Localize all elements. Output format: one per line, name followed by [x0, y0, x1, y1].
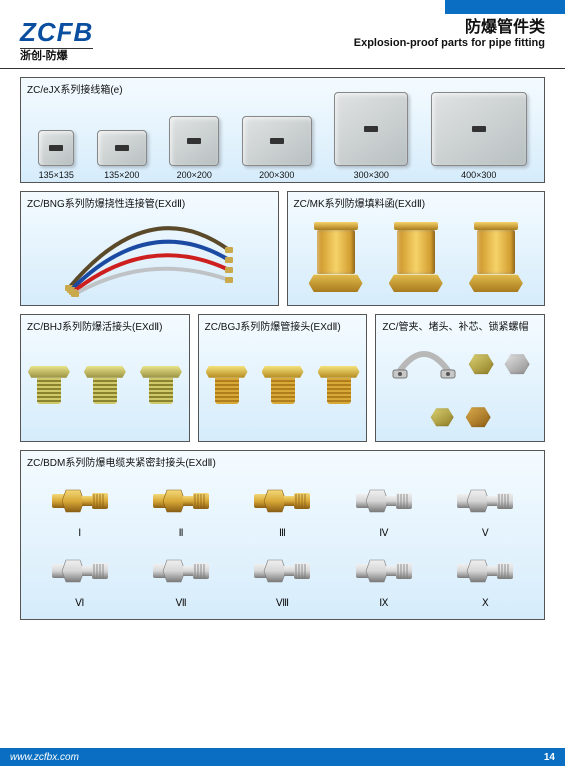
cable-gland-item: Ⅹ — [440, 546, 531, 609]
fitting-icon — [204, 366, 250, 408]
cable-gland-item: Ⅵ — [34, 546, 125, 609]
cable-gland-icon — [252, 476, 312, 526]
panel-title: ZC/BDM系列防爆电缆夹紧密封接头(EXdⅡ) — [21, 451, 544, 469]
junction-box-item: 200×300 — [242, 116, 312, 180]
gland-icon — [467, 221, 525, 293]
panel-title: ZC/BHJ系列防爆活接头(EXdⅡ) — [21, 315, 189, 333]
cable-gland-item: Ⅴ — [440, 476, 531, 539]
plug-icon — [467, 350, 495, 378]
junction-box-icon — [169, 116, 219, 166]
cable-gland-icon — [151, 546, 211, 596]
cable-gland-item: Ⅱ — [135, 476, 226, 539]
cable-gland-item: Ⅳ — [338, 476, 429, 539]
junction-boxes-row: 135×135 135×200 200×200 200×300 300×300 400×3… — [21, 96, 544, 182]
junction-box-item: 135×200 — [97, 130, 147, 180]
junction-box-label: 135×200 — [104, 170, 139, 180]
gland-icon — [387, 221, 445, 293]
panel-pipe-fittings: ZC/BGJ系列防爆管接头(EXdⅡ) — [198, 314, 368, 442]
cable-gland-label: Ⅱ — [179, 528, 184, 539]
page-title-cn: 防爆管件类 — [354, 18, 545, 37]
junction-box-icon — [242, 116, 312, 166]
cable-gland-icon — [50, 546, 110, 596]
cable-gland-label: Ⅹ — [482, 598, 489, 609]
clamp-grid — [376, 333, 544, 441]
cable-gland-label: Ⅴ — [482, 528, 489, 539]
wires-figure — [21, 210, 278, 305]
fitting-icon — [138, 366, 184, 408]
junction-box-item: 200×200 — [169, 116, 219, 180]
cable-gland-item: Ⅰ — [34, 476, 125, 539]
cable-gland-icon — [354, 546, 414, 596]
locknut-icon — [428, 403, 456, 431]
cable-gland-icon — [252, 546, 312, 596]
cable-gland-icon — [354, 476, 414, 526]
panel-title: ZC/BNG系列防爆挠性连接管(EXdⅡ) — [21, 192, 278, 210]
panel-union-fittings: ZC/BHJ系列防爆活接头(EXdⅡ) — [20, 314, 190, 442]
panel-title: ZC/管夹、堵头、补芯、锁紧螺帽 — [376, 315, 544, 333]
junction-box-label: 400×300 — [461, 170, 496, 180]
fitting-icon — [82, 366, 128, 408]
logo-block: ZCFB 浙创-防爆 — [20, 18, 93, 62]
junction-box-label: 200×200 — [177, 170, 212, 180]
bushing-icon — [464, 403, 492, 431]
junction-box-label: 135×135 — [39, 170, 74, 180]
junction-box-item: 300×300 — [334, 92, 408, 180]
junction-box-label: 300×300 — [354, 170, 389, 180]
junction-box-label: 200×300 — [259, 170, 294, 180]
fittings-grid — [21, 333, 189, 441]
cable-gland-item: Ⅷ — [237, 546, 328, 609]
logo-subtitle: 浙创-防爆 — [20, 48, 93, 62]
logo-text: ZCFB — [20, 18, 93, 47]
junction-box-item: 135×135 — [38, 130, 74, 180]
header-accent-bar — [445, 0, 565, 14]
cable-gland-label: Ⅰ — [78, 528, 81, 539]
panel-cable-seal-fittings: ZC/BDM系列防爆电缆夹紧密封接头(EXdⅡ) Ⅰ Ⅱ — [20, 450, 545, 620]
panel-flex-conduit: ZC/BNG系列防爆挠性连接管(EXdⅡ) — [20, 191, 279, 306]
page-title-block: 防爆管件类 Explosion-proof parts for pipe fit… — [354, 18, 545, 50]
clamp-icon — [389, 342, 459, 386]
page-footer: www.zcfbx.com 14 — [0, 748, 565, 766]
cable-gland-icon — [455, 476, 515, 526]
junction-box-icon — [38, 130, 74, 166]
fitting-icon — [316, 366, 362, 408]
page-number: 14 — [544, 752, 555, 763]
cable-gland-item: Ⅶ — [135, 546, 226, 609]
panel-cable-glands-large: ZC/MK系列防爆填料函(EXdⅡ) — [287, 191, 546, 306]
panel-title: ZC/BGJ系列防爆管接头(EXdⅡ) — [199, 315, 367, 333]
wires-svg — [49, 212, 249, 302]
cable-gland-label: Ⅷ — [276, 598, 289, 609]
cable-gland-icon — [455, 546, 515, 596]
junction-box-icon — [97, 130, 147, 166]
fitting-icon — [26, 366, 72, 408]
junction-box-icon — [334, 92, 408, 166]
page-title-en: Explosion-proof parts for pipe fitting — [354, 37, 545, 50]
cable-gland-item: Ⅲ — [237, 476, 328, 539]
panel-junction-boxes: ZC/eJX系列接线箱(e) 135×135135×200200×200200×… — [20, 77, 545, 183]
cable-gland-icon — [50, 476, 110, 526]
fittings-grid — [199, 333, 367, 441]
plug-icon — [503, 350, 531, 378]
cable-gland-icon — [151, 476, 211, 526]
cable-gland-label: Ⅸ — [379, 598, 388, 609]
glands-row — [288, 210, 545, 305]
panel-clamps-plugs: ZC/管夹、堵头、补芯、锁紧螺帽 — [375, 314, 545, 442]
panel-title: ZC/MK系列防爆填料函(EXdⅡ) — [288, 192, 545, 210]
cable-glands-grid: Ⅰ Ⅱ Ⅲ — [21, 469, 544, 619]
cable-gland-label: Ⅵ — [75, 598, 84, 609]
junction-box-item: 400×300 — [431, 92, 527, 180]
cable-gland-label: Ⅳ — [379, 528, 388, 539]
footer-url: www.zcfbx.com — [10, 752, 79, 763]
cable-gland-label: Ⅲ — [279, 528, 286, 539]
fitting-icon — [260, 366, 306, 408]
content-area: ZC/eJX系列接线箱(e) 135×135135×200200×200200×… — [0, 69, 565, 620]
cable-gland-item: Ⅸ — [338, 546, 429, 609]
cable-gland-label: Ⅶ — [175, 598, 186, 609]
junction-box-icon — [431, 92, 527, 166]
gland-icon — [307, 221, 365, 293]
